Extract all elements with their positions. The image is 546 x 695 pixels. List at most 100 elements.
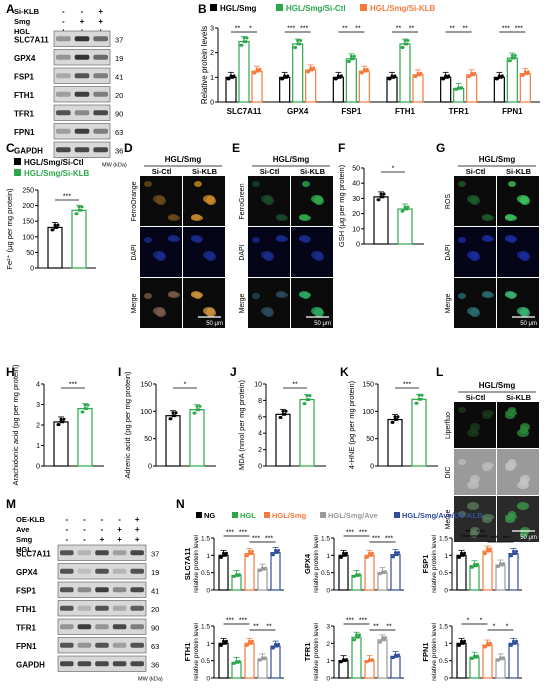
chartN-FPN1-sig-label: *	[480, 618, 483, 625]
blotM-band	[130, 624, 144, 630]
blotM-kda-label: 63	[151, 642, 159, 651]
chartK-data-point	[415, 401, 419, 405]
blotA-band	[74, 110, 90, 116]
imageD-cell	[203, 195, 215, 203]
blotA-band	[74, 91, 90, 97]
chartN-SLC7A11-bar	[257, 568, 268, 591]
imageG-row-label: ROS	[445, 194, 452, 210]
blotM-band	[95, 568, 109, 574]
chartB-bar	[493, 76, 505, 103]
chartN-GPX4-ylabel: GPX4	[303, 553, 312, 574]
chartN-legend-swatch	[196, 512, 202, 518]
chartN-FSP1-data-point	[471, 565, 474, 569]
chartF-data-point	[403, 205, 407, 209]
chartN-FPN1-data-point	[486, 641, 489, 645]
blotM-sign: -	[65, 525, 68, 534]
chartN-TFR1-sig-label: ***	[346, 618, 354, 625]
chartC-data-point	[77, 205, 81, 209]
blotM-band-label: FPN1	[16, 642, 37, 651]
imageG-cell	[505, 214, 515, 220]
blotM-sign: +	[135, 525, 140, 534]
chartK-data-point	[417, 393, 421, 397]
imageL-micrograph	[497, 402, 539, 448]
chartB-data-point	[299, 39, 303, 43]
chartJ-data-point	[307, 398, 311, 402]
imageE-col-label: Si-KLB	[300, 167, 326, 176]
chartB-sig-label: **	[449, 26, 455, 33]
chartN-FSP1-bar	[495, 564, 506, 591]
chartH-sig-label: ***	[69, 382, 77, 389]
imageE-row-label: DAPI	[239, 244, 246, 260]
imageD-row-label: DAPI	[131, 244, 138, 260]
chartN-FTH1-sig-label: **	[253, 624, 259, 631]
chartB-data-point	[513, 53, 517, 57]
chartN-TFR1-data-point	[355, 633, 358, 637]
imageD-cell	[144, 181, 152, 187]
chartK-tick-label: 150	[362, 382, 374, 389]
chartN-SLC7A11-tick-label: 0.5	[201, 570, 210, 577]
imageL-cell	[517, 429, 529, 437]
imageL-cell	[467, 502, 479, 510]
imageE-micrograph	[291, 227, 333, 277]
blotA-sign: -	[81, 7, 84, 16]
chartN-SLC7A11-data-point	[276, 551, 279, 555]
panel-letter-D: D	[124, 141, 133, 155]
blotM-band	[77, 661, 92, 667]
chartH-bar	[53, 421, 69, 467]
chartN-GPX4-data-point	[379, 572, 382, 576]
chartB-data-point	[455, 87, 459, 91]
chartN-FSP1-data-point	[512, 549, 515, 553]
blotM-kda-label: 36	[151, 660, 159, 669]
chartB-data-point	[334, 77, 338, 81]
chartN-TFR1-data-point	[383, 638, 386, 642]
blotM-band-label: SLC7A11	[16, 549, 51, 558]
chartB-data-point	[510, 53, 514, 57]
imageE-cell	[311, 251, 323, 259]
chartN-FTH1-tick-label: 1.5	[201, 624, 210, 631]
chartK-data-point	[420, 393, 424, 397]
blotM-band	[77, 624, 92, 630]
chartN-SLC7A11-data-point	[259, 568, 262, 572]
chartN-TFR1-data-point	[379, 640, 382, 644]
blotA-band-label: TFR1	[14, 109, 35, 118]
imageD-row-label: FerroOrange	[131, 181, 138, 221]
chartN-FSP1-data-point	[514, 552, 517, 556]
imageD-cell	[168, 214, 178, 220]
chartK-tick-label: 100	[362, 409, 374, 416]
chartB-data-point	[414, 74, 418, 78]
chartN-FPN1-data-point	[514, 641, 517, 645]
chartN-TFR1-data-point	[366, 660, 369, 664]
chartN-TFR1-sig-label: **	[373, 624, 379, 631]
blotA-band	[93, 91, 108, 97]
chartN-FSP1-data-point	[499, 562, 502, 566]
chartN-FSP1-data-point	[458, 555, 461, 559]
imageL-cell	[482, 413, 492, 419]
chartB-data-point	[403, 39, 407, 43]
chartC-legend-swatch	[14, 169, 21, 176]
chartF-tick-label: 40	[352, 181, 360, 188]
imageD-cell	[168, 291, 178, 297]
imageD-col-label: Si-Ctl	[152, 167, 172, 176]
blotM-band	[95, 605, 109, 611]
chartB-data-point	[296, 39, 300, 43]
chartB-data-point	[470, 71, 474, 75]
chartN-TFR1-data-point	[394, 653, 397, 657]
chartN-FSP1-data-point	[488, 549, 491, 553]
imageL-header: HGL/Smg	[479, 381, 516, 390]
blotM-kda-label: 37	[151, 549, 159, 558]
chartN-GPX4-bar	[364, 554, 375, 591]
panel-letter-C: C	[6, 141, 15, 155]
chartH-data-point	[83, 403, 87, 407]
blotM-sign: +	[117, 535, 122, 544]
blotM-band	[60, 605, 74, 611]
panel-letter-M: M	[6, 497, 16, 511]
chartB-tick-label: 0	[210, 100, 214, 107]
chartJ-data-point	[308, 394, 312, 398]
chartH-data-point	[86, 403, 90, 407]
chartN-GPX4-tick-label: 1.5	[321, 536, 330, 543]
imageE-col-label: Si-Ctl	[260, 167, 280, 176]
chartI-bar	[189, 409, 205, 467]
blotA-condition-label: HGL	[14, 27, 30, 36]
imageL-cell	[517, 502, 529, 510]
imageL-col-label: Si-KLB	[506, 393, 532, 402]
